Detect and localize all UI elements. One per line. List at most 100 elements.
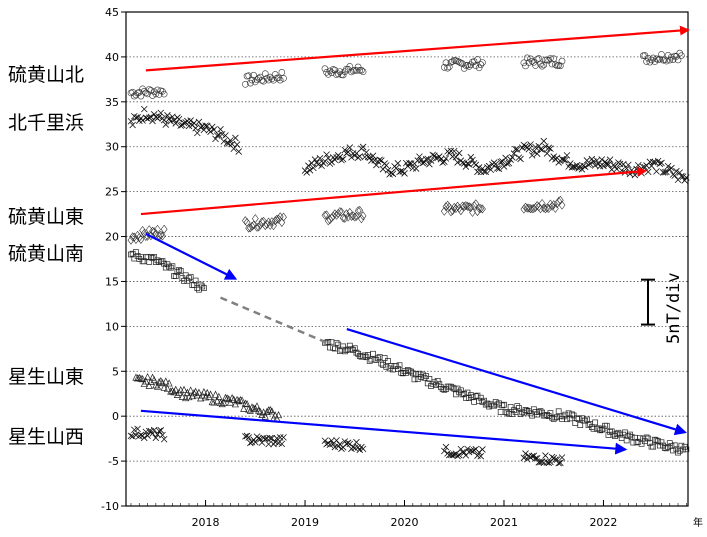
data-point-series-4 — [274, 411, 283, 419]
data-point-series-0 — [525, 59, 533, 66]
data-point-series-3 — [340, 343, 347, 350]
data-point-series-3 — [577, 422, 584, 428]
data-point-series-2 — [265, 217, 272, 227]
data-point-series-0 — [653, 55, 660, 63]
data-point-series-0 — [324, 71, 332, 78]
data-point-series-1 — [366, 154, 373, 161]
data-point-series-2 — [154, 224, 161, 234]
data-point-series-1 — [139, 117, 146, 124]
data-point-series-1 — [422, 155, 430, 163]
data-point-series-1 — [369, 152, 377, 160]
data-point-series-3 — [461, 390, 468, 397]
data-point-series-0 — [646, 58, 654, 66]
y-tick-label: 5 — [112, 365, 119, 378]
data-point-series-0 — [674, 56, 682, 64]
data-point-series-4 — [140, 379, 148, 387]
data-point-series-1 — [497, 158, 504, 166]
data-point-series-4 — [240, 404, 248, 412]
data-point-series-1 — [149, 117, 156, 125]
data-point-series-1 — [603, 161, 611, 168]
data-point-series-3 — [562, 411, 569, 418]
data-point-series-1 — [442, 155, 450, 162]
data-point-series-0 — [258, 77, 266, 84]
data-point-series-1 — [480, 168, 488, 175]
data-point-series-1 — [426, 160, 433, 168]
data-point-series-0 — [137, 92, 145, 100]
x-tick-label: 2021 — [490, 516, 518, 529]
data-point-series-1 — [454, 159, 461, 166]
data-point-series-5 — [520, 454, 528, 462]
data-point-series-1 — [668, 164, 675, 172]
data-point-series-2 — [343, 209, 350, 219]
trend-arrow-up-1 — [140, 166, 648, 216]
data-point-series-0 — [664, 52, 672, 59]
data-point-series-3 — [197, 281, 204, 288]
data-point-series-0 — [348, 68, 355, 76]
data-point-series-1 — [190, 119, 198, 127]
data-point-series-3 — [191, 282, 197, 288]
data-point-series-3 — [671, 442, 678, 449]
data-point-series-3 — [169, 263, 176, 270]
data-point-series-0 — [474, 56, 481, 63]
data-point-series-0 — [150, 88, 158, 95]
data-point-series-5 — [155, 427, 163, 435]
data-point-series-3 — [509, 411, 516, 417]
data-point-series-4 — [190, 389, 198, 397]
data-point-series-1 — [432, 154, 440, 162]
data-point-series-1 — [170, 116, 178, 124]
data-point-series-3 — [661, 445, 668, 451]
data-point-series-3 — [516, 405, 522, 411]
data-point-series-3 — [196, 286, 202, 293]
data-point-series-1 — [363, 148, 370, 156]
data-point-series-3 — [645, 435, 652, 442]
data-point-series-3 — [409, 370, 416, 377]
scale-bar-label: 5nT/div — [664, 272, 684, 344]
points-layer — [127, 49, 690, 467]
data-point-series-0 — [538, 62, 546, 70]
data-point-series-4 — [142, 377, 150, 385]
data-point-series-1 — [338, 156, 345, 164]
data-point-series-2 — [328, 213, 335, 223]
data-point-series-2 — [324, 216, 332, 226]
data-point-series-3 — [436, 381, 443, 387]
y-tick-label: 45 — [105, 6, 119, 19]
data-point-series-1 — [525, 145, 533, 153]
data-point-series-0 — [248, 76, 256, 84]
data-point-series-0 — [445, 63, 453, 71]
data-point-series-1 — [504, 160, 511, 168]
data-point-series-5 — [442, 443, 450, 451]
data-point-series-2 — [266, 220, 274, 230]
y-tick-label: -10 — [101, 500, 119, 513]
data-point-series-1 — [164, 112, 171, 119]
data-point-series-0 — [250, 71, 257, 79]
data-point-series-3 — [678, 442, 685, 449]
scale-layer — [641, 278, 655, 326]
data-point-series-0 — [339, 71, 347, 79]
data-point-series-3 — [584, 416, 590, 423]
data-point-series-3 — [333, 339, 340, 346]
data-point-series-1 — [464, 160, 471, 167]
data-point-series-1 — [217, 126, 224, 133]
data-point-series-2 — [268, 217, 276, 227]
data-point-series-1 — [359, 143, 367, 151]
data-point-series-1 — [683, 174, 690, 181]
data-point-series-0 — [275, 74, 282, 82]
y-tick-label: 30 — [105, 141, 119, 154]
data-point-series-5 — [159, 431, 166, 439]
data-point-series-2 — [450, 202, 458, 212]
data-point-series-3 — [647, 440, 653, 446]
station-label-hosshozan-higashi: 星生山東 — [8, 366, 85, 388]
data-point-series-5 — [145, 427, 153, 435]
data-point-series-3 — [378, 360, 385, 367]
data-point-series-0 — [154, 86, 161, 94]
data-point-series-4 — [143, 372, 152, 381]
data-point-series-4 — [187, 386, 195, 394]
data-point-series-0 — [326, 67, 334, 75]
data-point-series-0 — [557, 62, 564, 70]
data-point-series-2 — [253, 222, 261, 232]
data-point-series-3 — [588, 424, 595, 430]
data-point-series-3 — [154, 257, 161, 264]
data-point-series-3 — [648, 443, 655, 450]
data-point-series-1 — [416, 153, 423, 160]
data-point-series-1 — [127, 117, 135, 125]
